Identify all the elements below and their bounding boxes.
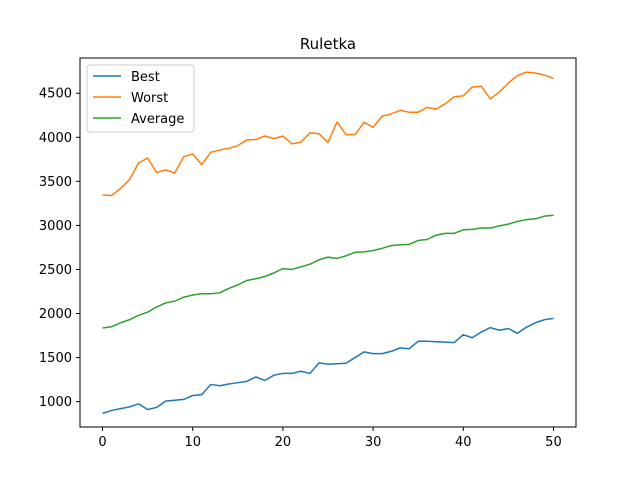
series-layer: [102, 71, 554, 415]
y-axis: 1000 1500 2000 2500 3000 3500 4000 4500: [39, 87, 80, 410]
y-tick-label: 3000: [39, 219, 72, 234]
chart-title: Ruletka: [300, 35, 356, 53]
series-line-worst: [102, 71, 554, 197]
y-tick-label: 3500: [39, 175, 72, 190]
legend-label-best: Best: [131, 70, 160, 85]
x-tick-label: 10: [184, 435, 201, 450]
y-tick-label: 1000: [39, 395, 72, 410]
legend-box: [86, 64, 195, 133]
x-tick-label: 40: [455, 435, 472, 450]
legend-label-worst: Worst: [131, 91, 168, 106]
x-tick-label: 30: [365, 435, 382, 450]
legend: Best Worst Average: [86, 64, 195, 133]
series-line-average: [102, 214, 554, 329]
legend-label-average: Average: [131, 112, 184, 127]
x-tick-label: 50: [545, 435, 562, 450]
y-tick-label: 1500: [39, 351, 72, 366]
series-line-best: [102, 317, 554, 415]
x-tick-label: 0: [98, 435, 106, 450]
plot-frame: [79, 57, 577, 428]
x-axis: 0 10 20 30 40 50: [98, 427, 562, 450]
y-tick-label: 4000: [39, 131, 72, 146]
x-tick-label: 20: [275, 435, 292, 450]
y-tick-label: 2500: [39, 263, 72, 278]
y-tick-label: 4500: [39, 87, 72, 102]
y-tick-label: 2000: [39, 307, 72, 322]
